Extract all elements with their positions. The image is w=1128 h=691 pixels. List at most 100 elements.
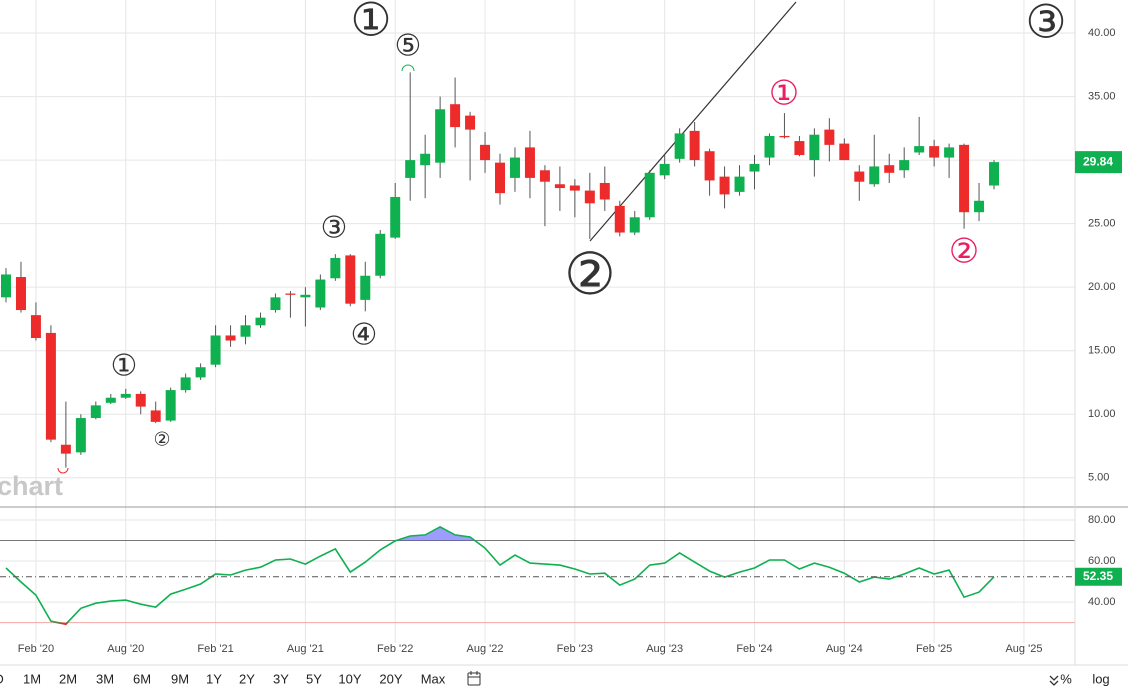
last-price-box: [1075, 151, 1122, 174]
x-tick-label: Feb '24: [736, 643, 772, 655]
wave-label: ②: [949, 232, 979, 272]
rsi-last-label: 52.35: [1083, 569, 1113, 583]
candle-body: [524, 147, 535, 178]
y-tick-label: 10.00: [1088, 408, 1116, 420]
candle-body: [135, 393, 146, 407]
range-button[interactable]: D: [0, 671, 4, 686]
candle-body: [345, 255, 356, 304]
candle-body: [839, 143, 850, 161]
candle-body: [749, 163, 760, 172]
candle-body: [495, 162, 506, 194]
last-price-label: 29.84: [1083, 154, 1113, 168]
candle-body: [554, 184, 565, 189]
candle-body: [480, 144, 491, 161]
candle-body: [569, 185, 580, 191]
candle-body: [180, 377, 191, 391]
candle-body: [809, 134, 820, 161]
candle-body: [539, 170, 550, 182]
rsi-oversold-segment: [53, 622, 69, 626]
candle-body: [375, 233, 386, 276]
range-button[interactable]: 2Y: [239, 671, 255, 686]
x-tick-label: Feb '22: [377, 643, 413, 655]
candle-body: [330, 257, 341, 279]
candle-body: [150, 410, 161, 422]
candle-body: [644, 172, 655, 218]
candle-body: [779, 135, 790, 138]
candle-body: [30, 315, 41, 338]
candles: [1, 72, 1000, 468]
wave-label: ③: [1025, 0, 1066, 49]
range-button[interactable]: Max: [421, 671, 446, 686]
y-tick-label: 35.00: [1088, 90, 1116, 102]
trend-line: [589, 1, 797, 242]
range-button[interactable]: 10Y: [338, 671, 361, 686]
collapse-button[interactable]: [1049, 675, 1059, 686]
pivot-arc: [401, 64, 415, 72]
candle-body: [719, 176, 730, 195]
candle-body: [734, 176, 745, 192]
candle-body: [689, 130, 700, 161]
range-button[interactable]: 9M: [171, 671, 189, 686]
candle-body: [420, 153, 431, 166]
y-tick-label: 25.00: [1088, 218, 1116, 230]
range-button[interactable]: 20Y: [379, 671, 402, 686]
rsi-last-box: [1075, 567, 1122, 586]
date-picker[interactable]: [467, 671, 481, 686]
candle-body: [824, 129, 835, 145]
candle-body: [929, 146, 940, 158]
range-button[interactable]: 3Y: [273, 671, 289, 686]
candle-body: [60, 444, 71, 454]
y-tick-label: 20.00: [1088, 281, 1116, 293]
candle-body: [794, 141, 805, 156]
toolbar: D 1M 2M 3M 6M 9M 1Y 2Y 3Y 5Y 10Y 20Y Max: [0, 671, 446, 686]
candle-body: [225, 335, 236, 341]
candle-body: [90, 405, 101, 419]
x-tick-label: Aug '24: [826, 643, 863, 655]
log-toggle[interactable]: log: [1092, 671, 1109, 686]
candle-body: [285, 293, 296, 295]
candle-body: [614, 205, 625, 233]
candle-body: [674, 133, 685, 159]
candle-body: [1, 274, 11, 298]
candle-body: [240, 325, 251, 337]
wave-label: ④: [351, 318, 378, 353]
x-tick-label: Feb '25: [916, 643, 952, 655]
candle-body: [764, 135, 775, 158]
range-button[interactable]: 6M: [133, 671, 151, 686]
rsi-line: [5, 525, 995, 625]
candle-body: [270, 297, 281, 311]
candle-body: [959, 144, 970, 213]
overbought-fill: [396, 526, 475, 541]
range-button[interactable]: 3M: [96, 671, 114, 686]
watermark: chart: [0, 471, 63, 501]
candle-body: [360, 275, 371, 300]
y-tick-label: 5.00: [1088, 472, 1109, 484]
candle-body: [195, 367, 206, 378]
candle-body: [75, 418, 86, 453]
range-button[interactable]: 5Y: [306, 671, 322, 686]
x-tick-label: Feb '21: [197, 643, 233, 655]
wave-label: ①: [350, 0, 391, 47]
percent-toggle[interactable]: %: [1060, 671, 1072, 686]
candle-body: [659, 163, 670, 176]
candle-body: [914, 146, 925, 153]
candle-body: [405, 160, 416, 178]
x-tick-label: Aug '25: [1005, 643, 1042, 655]
range-button[interactable]: 2M: [59, 671, 77, 686]
x-tick-label: Aug '21: [287, 643, 324, 655]
candle-body: [884, 165, 895, 173]
x-tick-label: Aug '23: [646, 643, 683, 655]
wave-label: ②: [564, 240, 616, 308]
candle-body: [105, 397, 116, 403]
y-tick-label: 15.00: [1088, 345, 1116, 357]
candle-body: [899, 160, 910, 171]
range-button[interactable]: 1M: [23, 671, 41, 686]
pivot-arc: [57, 467, 69, 474]
x-tick-label: Feb '23: [557, 643, 593, 655]
candle-body: [509, 157, 520, 178]
x-tick-label: Aug '22: [467, 643, 504, 655]
candle-body: [450, 104, 461, 128]
candle-body: [435, 109, 446, 163]
candle-body: [869, 166, 880, 185]
range-button[interactable]: 1Y: [206, 671, 222, 686]
